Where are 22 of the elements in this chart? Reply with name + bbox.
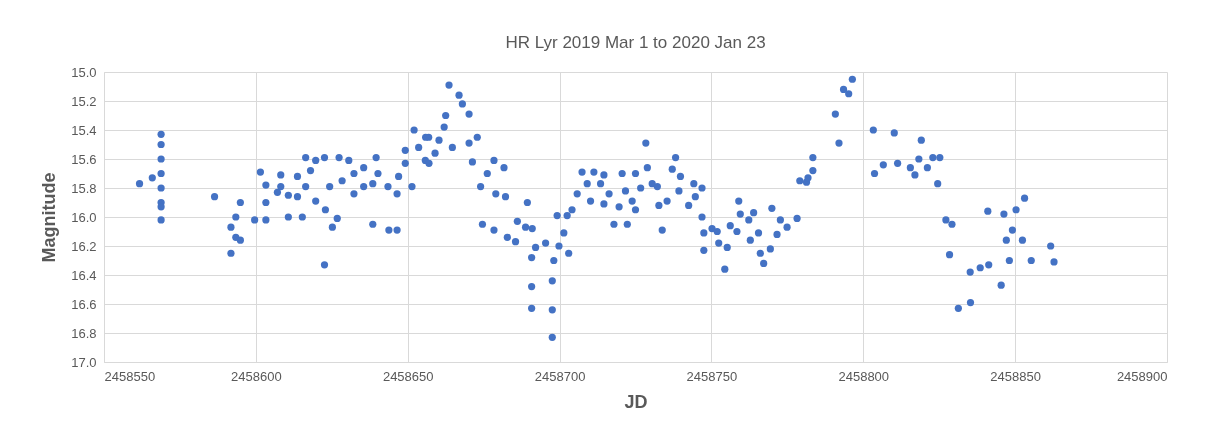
x-tick-label: 2458700 bbox=[534, 368, 586, 384]
x-tick-label: 2458850 bbox=[990, 368, 1041, 384]
y-tick-label: 15.8 bbox=[71, 180, 97, 196]
y-tick-label: 15.6 bbox=[71, 151, 97, 167]
y-tick-label: 15.4 bbox=[71, 122, 97, 138]
x-tick-label: 2458550 bbox=[104, 368, 156, 384]
y-tick-label: 16.0 bbox=[71, 209, 97, 225]
y-tick-label: 17.0 bbox=[71, 354, 97, 370]
x-tick-label: 2458650 bbox=[382, 368, 434, 384]
y-axis-title: Magnitude bbox=[39, 172, 60, 263]
x-tick-label: 2458800 bbox=[838, 368, 890, 384]
chart-title: HR Lyr 2019 Mar 1 to 2020 Jan 23 bbox=[505, 33, 766, 52]
y-tick-label: 16.8 bbox=[71, 325, 97, 341]
y-tick-label: 15.0 bbox=[71, 64, 97, 80]
x-axis-title: JD bbox=[624, 391, 648, 412]
y-tick-label: 16.4 bbox=[71, 267, 97, 283]
x-tick-label: 2458750 bbox=[686, 368, 738, 384]
x-tick-label: 2458600 bbox=[231, 368, 282, 384]
x-tick-label: 2458900 bbox=[1116, 368, 1168, 384]
y-tick-label: 16.6 bbox=[71, 296, 97, 312]
y-tick-label: 16.2 bbox=[71, 238, 97, 254]
y-tick-label: 15.2 bbox=[71, 93, 97, 109]
